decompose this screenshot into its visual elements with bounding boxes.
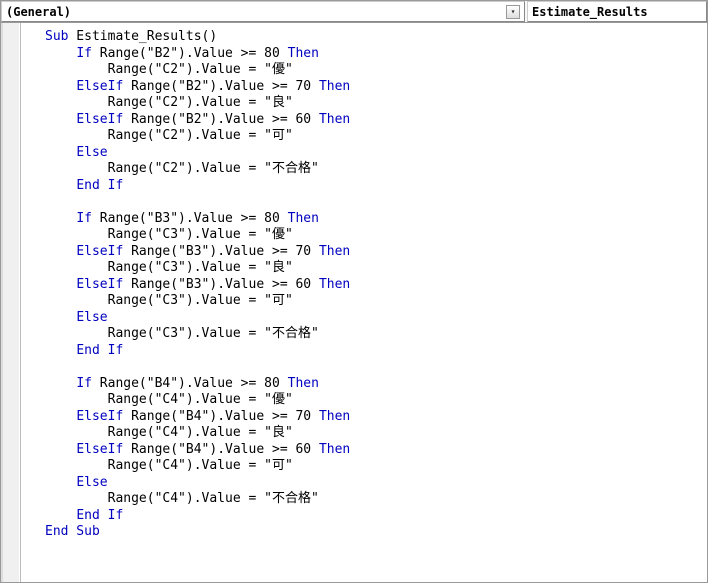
object-dropdown-label: (General): [6, 5, 71, 19]
chevron-down-icon: ▾: [506, 5, 520, 19]
dropdown-bar: (General) ▾ Estimate_Results: [1, 1, 707, 23]
code-area: Sub Estimate_Results() If Range("B2").Va…: [1, 23, 707, 582]
vba-editor: (General) ▾ Estimate_Results Sub Estimat…: [0, 0, 708, 583]
object-dropdown[interactable]: (General) ▾: [1, 1, 525, 22]
procedure-dropdown[interactable]: Estimate_Results: [527, 1, 707, 22]
procedure-dropdown-label: Estimate_Results: [532, 5, 648, 19]
indicator-margin: [1, 23, 21, 582]
code-text[interactable]: Sub Estimate_Results() If Range("B2").Va…: [21, 23, 707, 582]
